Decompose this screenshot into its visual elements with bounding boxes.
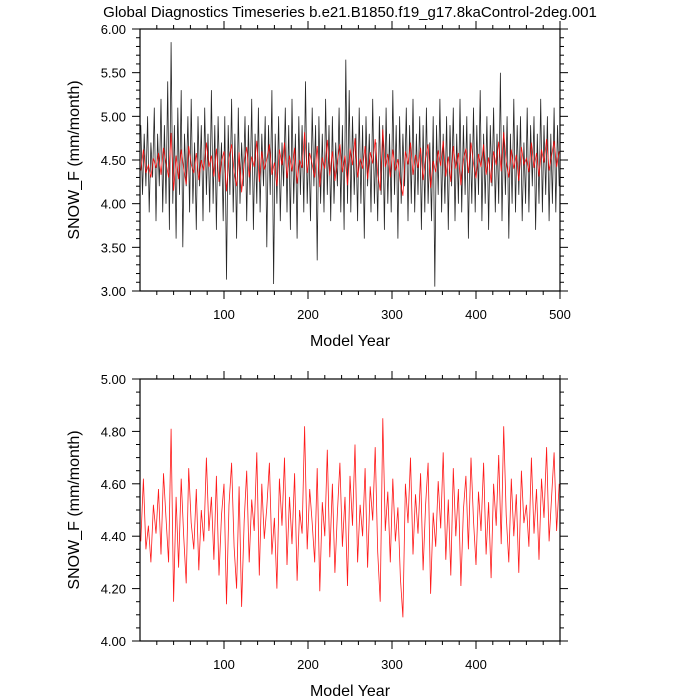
annual-mean-line	[140, 418, 560, 618]
y-axis-label: SNOW_F (mm/month)	[66, 80, 83, 239]
x-tick-label: 100	[213, 657, 235, 672]
y-tick-label: 4.00	[101, 197, 126, 212]
annual-mean-line	[140, 129, 560, 196]
y-axis-label: SNOW_F (mm/month)	[66, 430, 83, 589]
y-tick-label: 4.20	[101, 582, 126, 597]
x-tick-label: 400	[465, 657, 487, 672]
y-tick-label: 4.40	[101, 529, 126, 544]
x-axis-label: Model Year	[310, 333, 391, 350]
bottom-panel-snow-annual: 100 200 300 400 4.00 4.20 4.40 4.60 4.80 5.00 Mode…	[66, 371, 568, 700]
y-tick-label: 3.00	[101, 284, 126, 299]
x-tick-label: 200	[297, 307, 319, 322]
y-tick-label: 4.80	[101, 424, 126, 439]
top-panel-snow-monthly-annual: 100 200 300 400 500 3.00 3.50 4.00 4.50 5.00 5.50 6…	[66, 21, 571, 350]
y-tick-label: 4.50	[101, 153, 126, 168]
x-tick-label: 300	[381, 307, 403, 322]
y-tick-label: 4.00	[101, 634, 126, 649]
x-tick-label: 400	[465, 307, 487, 322]
y-tick-label: 5.00	[101, 109, 126, 124]
chart-title: Global Diagnostics Timeseries b.e21.B185…	[103, 4, 597, 21]
x-tick-label: 200	[297, 657, 319, 672]
y-tick-label: 4.60	[101, 477, 126, 492]
x-tick-label: 500	[549, 307, 571, 322]
y-tick-label: 5.50	[101, 66, 126, 81]
x-axis-label: Model Year	[310, 683, 391, 700]
y-tick-label: 5.00	[101, 372, 126, 387]
x-tick-label: 100	[213, 307, 235, 322]
y-tick-label: 3.50	[101, 240, 126, 255]
y-tick-label: 6.00	[101, 22, 126, 37]
x-tick-label: 300	[381, 657, 403, 672]
